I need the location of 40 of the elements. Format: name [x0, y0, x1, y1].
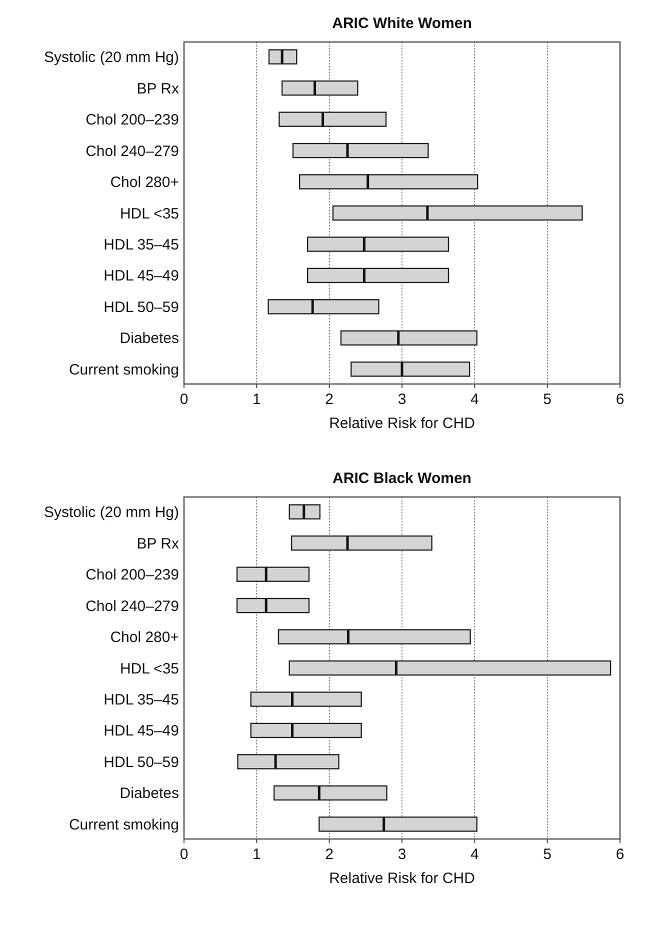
chart-title: ARIC Black Women: [332, 470, 472, 487]
x-tick-label: 1: [252, 846, 261, 863]
y-tick-label: HDL <35: [120, 660, 179, 678]
y-tick-label: HDL 45–49: [104, 722, 179, 740]
x-tick-label: 4: [470, 391, 479, 408]
y-tick-label: HDL 45–49: [104, 268, 179, 285]
x-tick-label: 0: [180, 391, 188, 408]
x-axis-title: Relative Risk for CHD: [329, 870, 476, 887]
y-tick-label: Chol 280+: [110, 174, 180, 192]
x-tick-label: 6: [616, 846, 624, 863]
y-tick-label: Diabetes: [120, 785, 179, 802]
y-tick-label: Chol 240–279: [86, 142, 179, 160]
y-tick-label: HDL <35: [120, 205, 179, 222]
y-tick-label: Systolic (20 mm Hg): [44, 49, 179, 66]
x-tick-label: 3: [398, 846, 406, 863]
y-tick-label: BP Rx: [136, 80, 180, 98]
y-tick-label: Current smoking: [68, 816, 179, 834]
x-tick-label: 2: [325, 846, 334, 863]
y-tick-label: BP Rx: [136, 535, 180, 552]
y-tick-label: Chol 200–239: [86, 566, 179, 584]
y-tick-label: HDL 50–59: [104, 298, 179, 316]
y-tick-label: Current smoking: [68, 361, 179, 378]
y-tick-label: HDL 35–45: [104, 236, 179, 254]
y-tick-label: Chol 240–279: [86, 598, 179, 615]
x-tick-label: 6: [616, 391, 624, 408]
y-tick-label: HDL 50–59: [104, 754, 179, 771]
x-tick-label: 3: [398, 391, 406, 408]
x-axis-title: Relative Risk for CHD: [329, 415, 476, 432]
x-tick-label: 2: [325, 391, 334, 408]
x-tick-label: 1: [252, 391, 261, 408]
x-tick-label: 4: [470, 846, 479, 863]
y-tick-label: Chol 280+: [110, 629, 180, 646]
y-tick-label: Systolic (20 mm Hg): [44, 504, 179, 522]
x-tick-label: 0: [180, 846, 188, 863]
x-tick-label: 5: [543, 846, 552, 863]
y-tick-label: Chol 200–239: [86, 112, 179, 129]
y-tick-label: Diabetes: [120, 330, 179, 348]
chart-title: ARIC White Women: [332, 15, 472, 32]
x-tick-label: 5: [543, 391, 552, 408]
y-tick-label: HDL 35–45: [104, 691, 179, 708]
